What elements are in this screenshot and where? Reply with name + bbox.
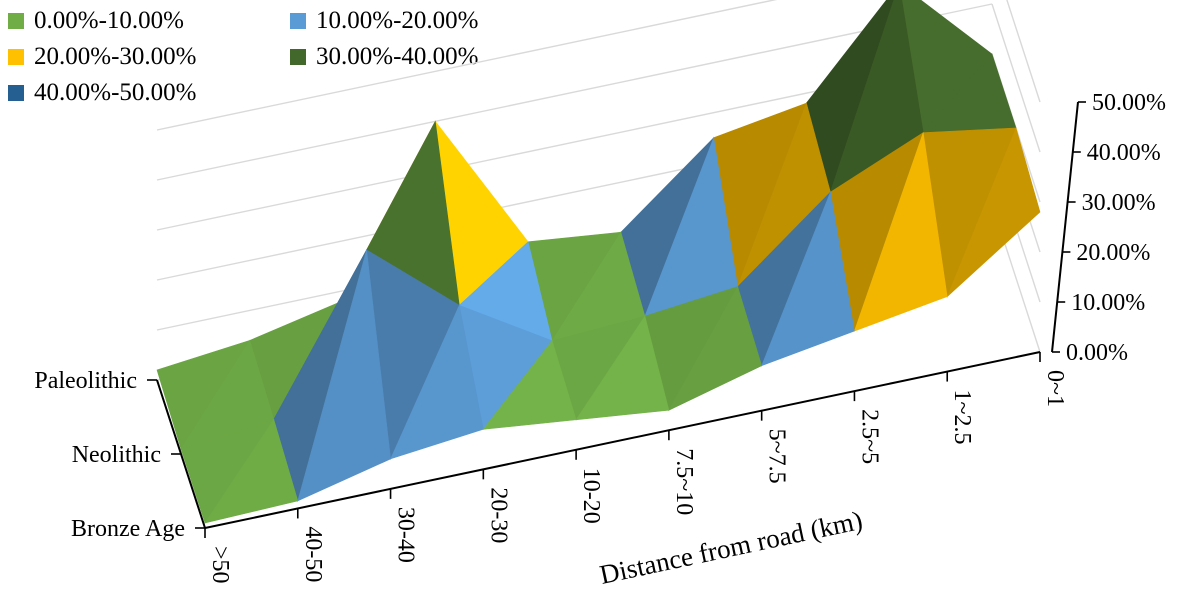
legend-item-band-5: 40.00%-50.00%	[8, 80, 196, 105]
legend-label-band-4: 30.00%-40.00%	[316, 43, 479, 70]
x-tick-label-6: 5~7.5	[764, 429, 790, 484]
legend-swatch-band-3	[8, 48, 24, 65]
y-tick-label-1: Neolithic	[72, 442, 161, 468]
x-tick-label-0: >50	[207, 546, 233, 584]
x-tick-label-9: 0~1	[1042, 370, 1068, 407]
x-tick-label-5: 7.5~10	[671, 448, 697, 515]
legend-swatch-band-4	[290, 48, 306, 65]
surface-facet-0-5-0	[668, 285, 763, 411]
chart-surface	[156, 0, 1041, 524]
gridline-back-5	[156, 0, 778, 131]
legend-label-band-2: 10.00%-20.00%	[316, 7, 479, 34]
chart-legend: 0.00%-10.00% 10.00%-20.00% 20.00%-30.00%…	[0, 0, 560, 110]
surface-facet-0-1-0	[297, 249, 391, 502]
legend-swatch-band-2	[290, 12, 306, 29]
surface-facet-0-6-0	[761, 190, 855, 367]
x-tick-label-7: 2.5~5	[856, 409, 882, 464]
y-tick-label-2: Paleolithic	[34, 368, 137, 394]
gridline-side-4	[991, 3, 1041, 153]
z-axis-line	[1051, 101, 1079, 353]
legend-swatch-band-1	[8, 12, 24, 29]
legend-label-band-5: 40.00%-50.00%	[34, 79, 197, 106]
x-tick-label-1: 40-50	[300, 526, 326, 582]
surface-facet-0-8-0	[946, 127, 1041, 297]
z-tick-label-0: 0.00%	[1066, 340, 1128, 366]
legend-label-band-1: 0.00%-10.00%	[34, 7, 184, 34]
z-tick-label-5: 50.00%	[1092, 90, 1166, 116]
gridline-side-5	[1006, 0, 1041, 103]
x-axis-line	[204, 351, 1041, 529]
legend-label-band-3: 20.00%-30.00%	[34, 43, 197, 70]
x-tick-label-8: 1~2.5	[949, 390, 975, 445]
x-tick-label-4: 10-20	[578, 468, 604, 524]
z-tick-label-2: 20.00%	[1076, 240, 1150, 266]
x-axis-title: Distance from road (km)	[597, 505, 865, 590]
z-tick-label-4: 40.00%	[1087, 140, 1161, 166]
y-tick-label-0: Bronze Age	[71, 516, 185, 542]
legend-swatch-band-5	[8, 84, 24, 101]
surface-facet-0-7-0	[853, 132, 948, 332]
gridline-back-4	[156, 3, 993, 181]
z-tick-label-1: 10.00%	[1071, 290, 1145, 316]
legend-item-band-3: 20.00%-30.00%	[8, 44, 196, 69]
z-tick-label-3: 30.00%	[1082, 190, 1156, 216]
x-tick-label-3: 20-30	[485, 487, 511, 543]
legend-item-band-2: 10.00%-20.00%	[290, 8, 478, 33]
surface-facet-0-3-0	[482, 340, 577, 430]
chart-axes	[147, 101, 1086, 538]
surface-facet-0-2-0	[390, 304, 484, 460]
legend-item-band-1: 0.00%-10.00%	[8, 8, 184, 33]
x-tick-label-2: 30-40	[393, 507, 419, 563]
surface-facet-0-4-0	[575, 315, 670, 421]
surface-facet-0-0-0	[204, 418, 299, 524]
legend-item-band-4: 30.00%-40.00%	[290, 44, 478, 69]
